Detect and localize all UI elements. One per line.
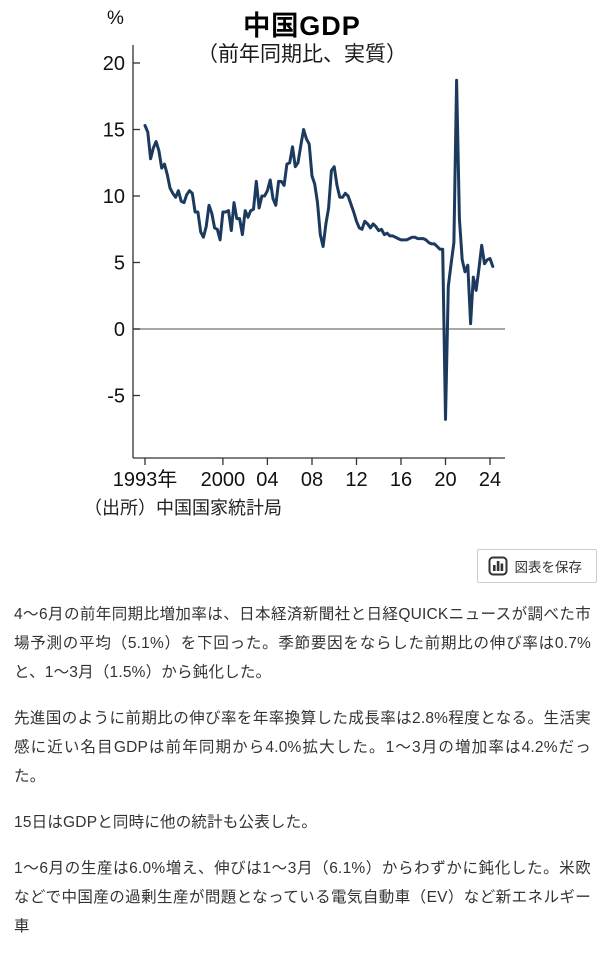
chart-source: （出所）中国国家統計局 (84, 498, 282, 518)
x-tick-label: 20 (434, 469, 456, 491)
gdp-chart-figure: 20 15 10 5 0 -5 1993年 2000 04 08 12 16 20 24 % 中国GDP … (84, 8, 505, 518)
y-tick-label: 15 (103, 120, 125, 142)
x-tick-label: 2000 (201, 469, 246, 491)
article-paragraph: 先進国のように前期比の伸び率を年率換算した成長率は2.8%程度となる。生活実感に… (14, 710, 591, 785)
x-tick-label: 08 (301, 469, 323, 491)
x-tick-label: 16 (390, 469, 412, 491)
gdp-line-chart: 20 15 10 5 0 -5 1993年 2000 04 08 12 16 20 24 (103, 45, 505, 491)
y-axis-unit-label: % (107, 8, 124, 29)
y-tick-label: 10 (103, 186, 125, 208)
chart-toolbar: 図表を保存 (0, 549, 604, 583)
x-tick-label: 12 (345, 469, 367, 491)
x-tick-label: 24 (479, 469, 501, 491)
chart-subtitle: （前年同期比、実質） (197, 43, 407, 66)
y-tick-label: 20 (103, 53, 125, 75)
chart-title: 中国GDP (243, 11, 361, 41)
save-chart-button-label: 図表を保存 (514, 560, 583, 575)
y-tick-label: 0 (114, 319, 125, 341)
article-body: 4～6月の前年同期比増加率は、日本経済新聞社と日経QUICKニュースが調べた市場… (0, 600, 604, 958)
x-tick-label: 04 (256, 469, 278, 491)
article-paragraph: 15日はGDPと同時に他の統計も公表した。 (14, 814, 318, 831)
y-tick-label: 5 (114, 253, 125, 275)
y-tick-label: -5 (107, 386, 125, 408)
article-paragraph: 4～6月の前年同期比増加率は、日本経済新聞社と日経QUICKニュースが調べた市場… (14, 606, 591, 681)
article-paragraph: 1～6月の生産は6.0%増え、伸びは1～3月（6.1%）からわずかに鈍化した。米… (14, 860, 591, 935)
gdp-line-series (143, 78, 495, 421)
save-chart-button[interactable]: 図表を保存 (476, 549, 597, 583)
x-tick-label: 1993年 (113, 468, 178, 491)
bar-chart-icon (488, 556, 508, 576)
